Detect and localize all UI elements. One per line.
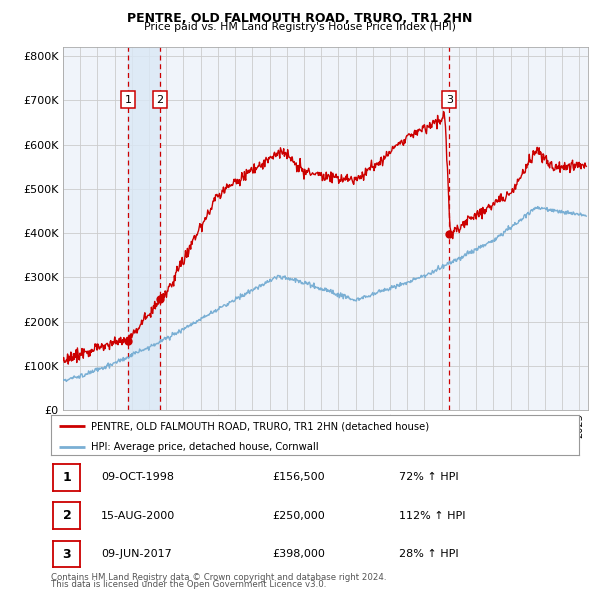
Text: HPI: Average price, detached house, Cornwall: HPI: Average price, detached house, Corn… [91, 442, 318, 452]
Text: 09-OCT-1998: 09-OCT-1998 [101, 473, 174, 482]
Text: 15-AUG-2000: 15-AUG-2000 [101, 511, 175, 520]
Text: £398,000: £398,000 [273, 549, 326, 559]
Text: 1: 1 [62, 471, 71, 484]
Text: Contains HM Land Registry data © Crown copyright and database right 2024.: Contains HM Land Registry data © Crown c… [51, 573, 386, 582]
Text: 72% ↑ HPI: 72% ↑ HPI [400, 473, 459, 482]
Text: 1: 1 [124, 95, 131, 105]
Text: 28% ↑ HPI: 28% ↑ HPI [400, 549, 459, 559]
Text: £250,000: £250,000 [273, 511, 326, 520]
Text: £156,500: £156,500 [273, 473, 325, 482]
Text: This data is licensed under the Open Government Licence v3.0.: This data is licensed under the Open Gov… [51, 580, 326, 589]
Text: 09-JUN-2017: 09-JUN-2017 [101, 549, 172, 559]
Text: Price paid vs. HM Land Registry's House Price Index (HPI): Price paid vs. HM Land Registry's House … [144, 22, 456, 32]
Text: 2: 2 [156, 95, 163, 105]
Bar [128, 47, 160, 410]
Text: 2: 2 [62, 509, 71, 522]
Text: PENTRE, OLD FALMOUTH ROAD, TRURO, TR1 2HN (detached house): PENTRE, OLD FALMOUTH ROAD, TRURO, TR1 2H… [91, 421, 429, 431]
Text: PENTRE, OLD FALMOUTH ROAD, TRURO, TR1 2HN: PENTRE, OLD FALMOUTH ROAD, TRURO, TR1 2H… [127, 12, 473, 25]
Text: 3: 3 [446, 95, 453, 105]
Text: 3: 3 [62, 548, 71, 560]
Text: 112% ↑ HPI: 112% ↑ HPI [400, 511, 466, 520]
